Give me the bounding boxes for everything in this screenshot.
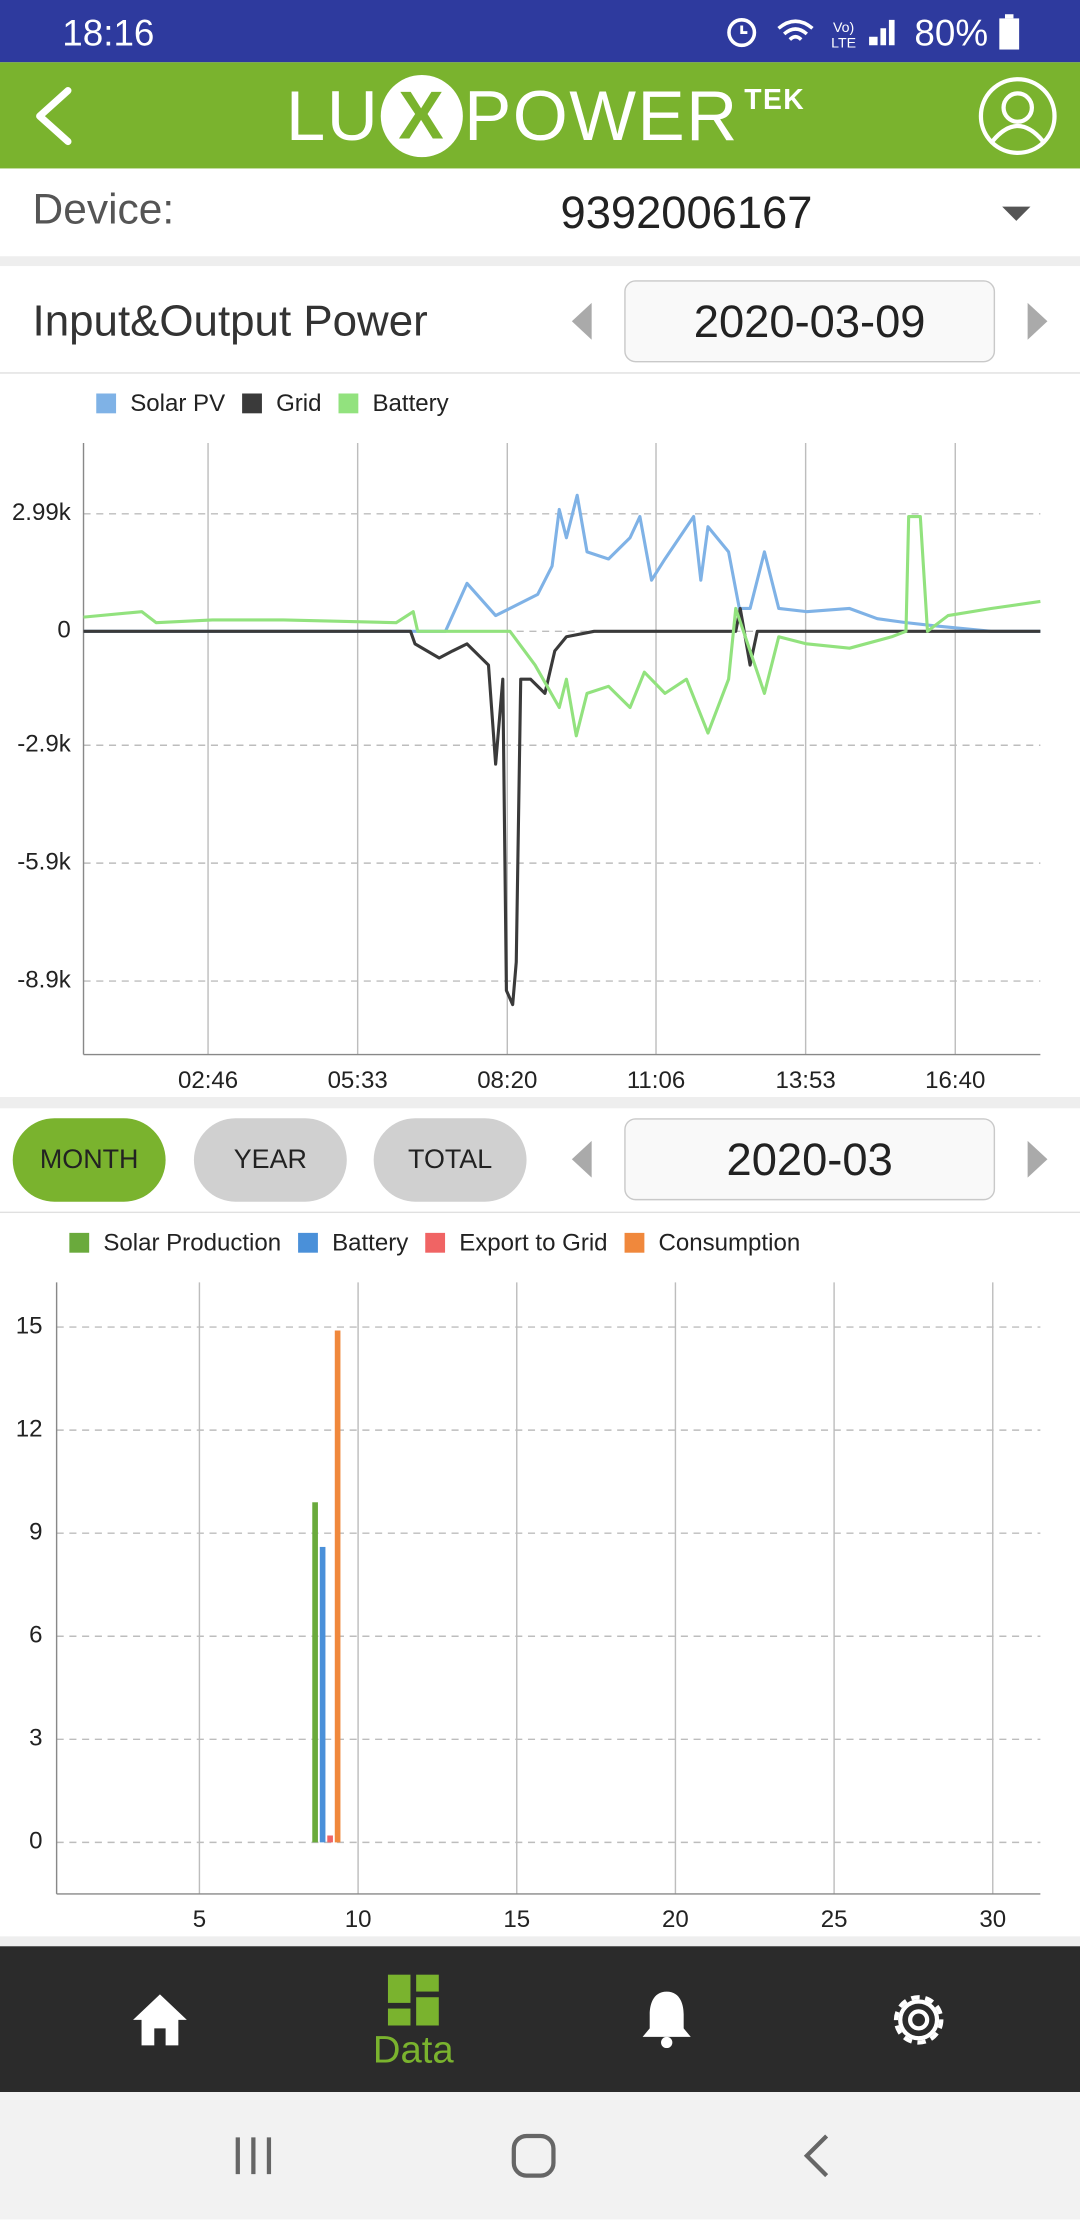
legend-label: Solar PV xyxy=(130,390,225,417)
x-tick-label: 20 xyxy=(662,1906,689,1933)
x-tick-label: 16:40 xyxy=(925,1067,985,1094)
bar xyxy=(327,1835,333,1843)
logo-sup: TEK xyxy=(744,84,806,117)
y-tick-label: -2.9k xyxy=(17,731,71,758)
nav-alerts[interactable] xyxy=(640,1989,694,2049)
logo-left: LU xyxy=(285,76,380,156)
x-tick-label: 10 xyxy=(345,1906,372,1933)
battery-icon xyxy=(999,14,1020,50)
nav-data-label[interactable]: Data xyxy=(372,2028,454,2071)
device-dropdown[interactable] xyxy=(999,204,1033,224)
next-day[interactable] xyxy=(1025,300,1050,342)
legend-swatch xyxy=(624,1232,645,1253)
y-tick-label: 2.99k xyxy=(12,499,72,526)
bar xyxy=(312,1502,318,1843)
tab-total[interactable]: TOTAL xyxy=(373,1118,527,1202)
separator xyxy=(0,1096,1080,1109)
nav-settings[interactable] xyxy=(886,1987,951,2052)
prev-day[interactable] xyxy=(569,300,594,342)
bottom-nav: Data xyxy=(0,1946,1080,2093)
legend-swatch xyxy=(298,1232,318,1253)
x-tick-label: 25 xyxy=(821,1906,848,1933)
date-picker[interactable]: 2020-03-09 xyxy=(624,280,996,363)
nav-home[interactable] xyxy=(130,1992,189,2049)
svg-text:LTE: LTE xyxy=(831,35,856,51)
status-battery: 80% xyxy=(914,11,989,54)
legend-label: Solar Production xyxy=(103,1230,281,1257)
tab-year[interactable]: YEAR xyxy=(193,1118,347,1202)
separator xyxy=(0,1936,1080,1947)
prev-month[interactable] xyxy=(569,1138,594,1180)
y-tick-label: 6 xyxy=(29,1622,42,1649)
section-title: Input&Output Power xyxy=(32,295,428,346)
legend-swatch xyxy=(242,393,262,414)
y-tick-label: 9 xyxy=(29,1519,42,1546)
y-tick-label: -8.9k xyxy=(17,966,71,993)
next-month[interactable] xyxy=(1025,1138,1050,1180)
legend-label: Grid xyxy=(276,390,321,417)
legend-swatch xyxy=(96,393,117,414)
legend-label: Battery xyxy=(372,390,448,417)
legend-label: Battery xyxy=(332,1230,408,1257)
sys-back[interactable] xyxy=(798,2132,835,2180)
y-tick-label: 3 xyxy=(29,1725,42,1752)
x-tick-label: 05:33 xyxy=(328,1067,388,1094)
divider xyxy=(0,372,1080,374)
status-icons: Vo) LTE xyxy=(727,18,895,51)
series-line xyxy=(83,606,1041,1007)
legend-label: Export to Grid xyxy=(459,1230,607,1257)
y-tick-label: 12 xyxy=(16,1415,43,1442)
x-tick-label: 13:53 xyxy=(776,1067,836,1094)
logo-mark: X xyxy=(380,75,463,158)
separator xyxy=(0,256,1080,267)
device-value[interactable]: 9392006167 xyxy=(560,186,813,238)
x-tick-label: 11:06 xyxy=(627,1067,685,1094)
sys-home[interactable] xyxy=(510,2132,561,2183)
user-button[interactable] xyxy=(977,75,1059,157)
tab-month[interactable]: MONTH xyxy=(12,1118,166,1202)
series-line xyxy=(83,493,1041,633)
power-chart: 02:46 05:33 08:20 11:06 13:53 16:40 2.99k 0 -2.9… xyxy=(12,390,1041,1094)
y-tick-label: -5.9k xyxy=(17,849,71,876)
bar xyxy=(319,1546,326,1843)
legend-label: Consumption xyxy=(659,1230,801,1257)
app-header: LU X POWER TEK xyxy=(0,62,1080,169)
y-tick-label: 0 xyxy=(57,617,70,644)
x-tick-label: 08:20 xyxy=(477,1067,537,1094)
system-bar xyxy=(0,2092,1080,2220)
y-tick-label: 0 xyxy=(29,1828,42,1855)
sys-recents[interactable] xyxy=(226,2132,283,2180)
y-tick-label: 15 xyxy=(16,1312,43,1339)
nav-data-icon[interactable] xyxy=(387,1974,442,2026)
logo: LU X POWER TEK xyxy=(285,75,806,158)
bar xyxy=(334,1330,341,1843)
divider xyxy=(0,1211,1080,1214)
svg-text:Vo): Vo) xyxy=(833,19,854,35)
back-button[interactable] xyxy=(25,82,82,150)
legend-swatch xyxy=(69,1232,90,1253)
x-tick-label: 15 xyxy=(503,1906,530,1933)
x-tick-label: 30 xyxy=(979,1906,1006,1933)
month-picker[interactable]: 2020-03 xyxy=(624,1118,996,1201)
series-line xyxy=(83,514,1041,738)
legend-swatch xyxy=(425,1232,446,1253)
status-time: 18:16 xyxy=(62,11,155,54)
device-label: Device: xyxy=(32,186,175,234)
legend-swatch xyxy=(338,393,359,414)
x-tick-label: 02:46 xyxy=(178,1067,238,1094)
logo-right: POWER xyxy=(464,76,739,156)
status-bar: 18:16 Vo) LTE 80% xyxy=(0,0,1080,63)
x-tick-label: 5 xyxy=(193,1906,206,1933)
